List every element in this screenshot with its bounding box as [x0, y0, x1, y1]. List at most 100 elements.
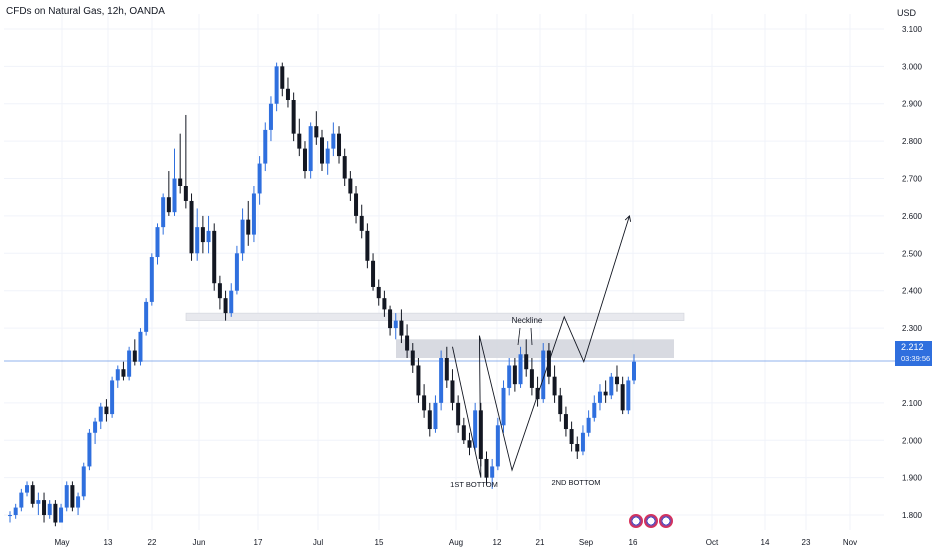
candle-body — [473, 410, 478, 448]
candle-body — [450, 380, 455, 403]
candle-body — [76, 496, 81, 508]
candle-body — [512, 365, 517, 385]
candle-body — [70, 485, 75, 508]
candle-body — [268, 103, 273, 130]
y-tick-label: 2.700 — [902, 175, 923, 184]
candle-body — [603, 391, 608, 396]
candle-body — [314, 126, 319, 138]
last-price-badge: 2.212 03:39:56 — [895, 341, 932, 366]
candle-body — [308, 126, 313, 172]
candle-body — [427, 410, 432, 430]
y-tick-label: 3.000 — [902, 62, 923, 71]
candle-body — [229, 290, 234, 314]
candle-body — [87, 432, 92, 467]
candle-body — [47, 503, 52, 516]
candle-body — [456, 402, 461, 426]
flag-icon-us[interactable] — [629, 514, 643, 528]
candle-body — [223, 298, 228, 314]
candle-body — [195, 227, 200, 254]
candle-body — [535, 387, 540, 400]
candle-body — [161, 197, 166, 228]
candle-body — [388, 309, 393, 329]
candle-body — [552, 376, 557, 396]
neckline-pointer — [517, 327, 521, 346]
candle-body — [30, 485, 35, 504]
candle-body — [81, 466, 86, 497]
x-tick-label: 12 — [493, 538, 502, 547]
candle-body — [285, 88, 290, 100]
x-tick-label: 13 — [104, 538, 113, 547]
candle-body — [337, 133, 342, 157]
candle-body — [575, 444, 580, 452]
candle-body — [342, 156, 347, 179]
candle-body — [484, 458, 489, 478]
candle-body — [410, 350, 415, 366]
event-markers[interactable] — [629, 514, 673, 528]
y-tick-label: 2.600 — [902, 212, 923, 221]
y-tick-label: 1.900 — [902, 474, 923, 483]
candle-body — [597, 391, 602, 403]
candle-body — [586, 417, 591, 433]
candle-body — [529, 369, 534, 388]
candle-body — [422, 395, 427, 411]
y-tick-label: 2.000 — [902, 436, 923, 445]
x-tick-label: 14 — [761, 538, 770, 547]
y-tick-label: 2.400 — [902, 287, 923, 296]
x-tick-label: 23 — [802, 538, 811, 547]
second-bottom-label: 2ND BOTTOM — [551, 478, 600, 487]
candle-body — [609, 376, 614, 396]
candle-body — [302, 148, 307, 172]
x-tick-label: 16 — [629, 538, 638, 547]
candle-body — [524, 354, 529, 370]
chart-title: CFDs on Natural Gas, 12h, OANDA — [6, 6, 165, 17]
candle-body — [626, 380, 631, 411]
candle-body — [36, 500, 41, 504]
resistance-zone — [185, 312, 685, 321]
candle-body — [93, 421, 98, 433]
candle-body — [42, 500, 47, 516]
candle-body — [25, 485, 30, 493]
candle-body — [507, 365, 512, 388]
candle-body — [104, 406, 109, 415]
candle-body — [490, 466, 495, 478]
candle-body — [569, 429, 574, 444]
candle-body — [405, 335, 410, 351]
x-tick-label: Nov — [843, 538, 857, 547]
candle-body — [382, 298, 387, 310]
candle-body — [416, 365, 421, 396]
flag-icon-us[interactable] — [644, 514, 658, 528]
candle-body — [365, 230, 370, 261]
y-tick-label: 2.300 — [902, 324, 923, 333]
bar-countdown: 03:39:56 — [901, 354, 931, 363]
candle-body — [149, 257, 154, 302]
candle-body — [53, 503, 58, 523]
candle-body — [110, 380, 115, 415]
candle-body — [297, 133, 302, 149]
candle-body — [433, 402, 438, 430]
currency-label[interactable]: USD — [896, 8, 916, 18]
candle-body — [558, 395, 563, 415]
candle-body — [580, 432, 585, 452]
candle-body — [19, 492, 24, 508]
flag-icon-us[interactable] — [659, 514, 673, 528]
candle-body — [467, 440, 472, 448]
candle-body — [206, 230, 211, 243]
candle-body — [461, 425, 466, 441]
candle-body — [291, 100, 296, 134]
candle-body — [115, 369, 120, 381]
candle-body — [132, 350, 137, 362]
candle-body — [274, 66, 279, 104]
y-tick-label: 1.800 — [902, 511, 923, 520]
neckline-pointer — [530, 327, 533, 346]
candle-body — [541, 350, 546, 400]
candle-body — [234, 253, 239, 291]
candle-body — [240, 219, 245, 254]
candle-body — [563, 414, 568, 430]
x-tick-label: Jun — [193, 538, 206, 547]
candle-body — [144, 301, 149, 332]
candle-body — [376, 286, 381, 299]
candle-body — [546, 350, 551, 377]
candle-body — [217, 283, 222, 299]
